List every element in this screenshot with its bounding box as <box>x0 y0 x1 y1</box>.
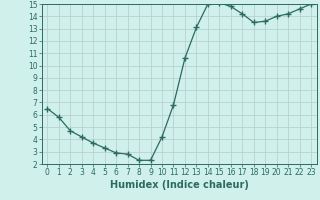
X-axis label: Humidex (Indice chaleur): Humidex (Indice chaleur) <box>110 180 249 190</box>
